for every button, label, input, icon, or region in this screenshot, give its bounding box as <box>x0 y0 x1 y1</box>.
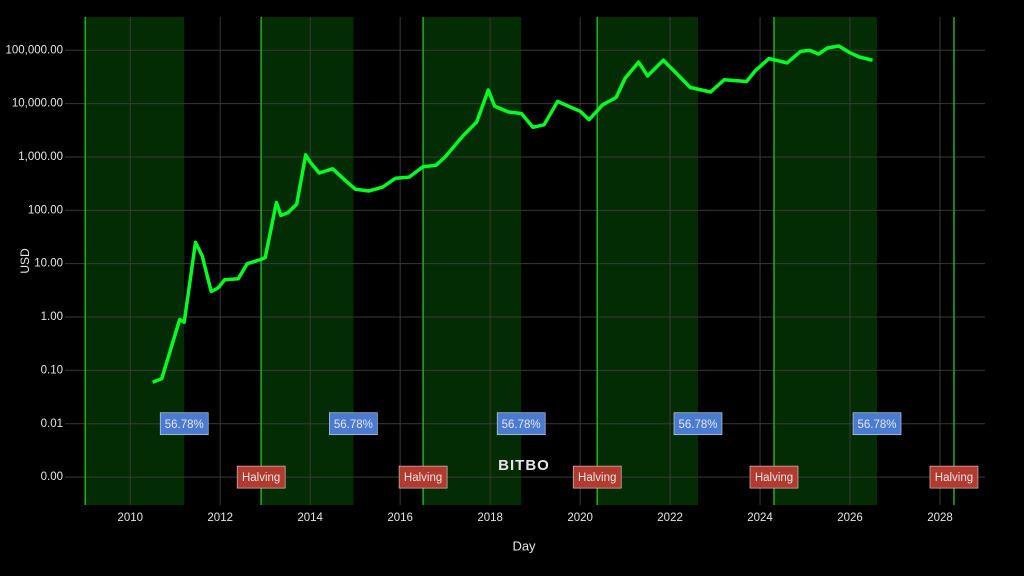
y-tick-label: 0.01 <box>41 418 63 430</box>
annotation-label: Halving <box>935 472 973 484</box>
annotation-label: 56.78% <box>502 419 541 431</box>
y-tick-label: 1,000.00 <box>18 151 63 163</box>
y-tick-label: 10,000.00 <box>12 98 63 110</box>
annotation-box <box>159 412 209 436</box>
x-tick-label: 2016 <box>387 512 413 524</box>
watermark: BITBO <box>498 457 550 474</box>
x-tick-label: 2014 <box>297 512 323 524</box>
y-tick-label: 10.00 <box>34 258 63 270</box>
y-tick-label: 100,000.00 <box>5 44 63 56</box>
annotation-box <box>929 465 979 489</box>
x-tick-label: 2026 <box>837 512 863 524</box>
annotation-label: Halving <box>755 472 793 484</box>
x-tick-label: 2020 <box>567 512 593 524</box>
annotation-box <box>496 412 546 436</box>
y-tick-label: 100.00 <box>28 204 63 216</box>
annotation-label: Halving <box>578 472 616 484</box>
y-tick-label: 0.00 <box>41 471 63 483</box>
annotation-box <box>673 412 723 436</box>
y-axis-title: USD <box>18 248 32 274</box>
annotation-box <box>572 465 622 489</box>
annotation-layer: 56.78% 56.78% 56.78% 56.78% 56.78% Halving Hal… <box>159 412 979 489</box>
annotation-label: Halving <box>404 472 442 484</box>
x-tick-label: 2022 <box>657 512 683 524</box>
y-tick-label: 0.10 <box>41 364 63 376</box>
x-axis-title: Day <box>512 538 536 553</box>
x-tick-label: 2028 <box>927 512 953 524</box>
annotation-label: 56.78% <box>334 419 373 431</box>
annotation-box <box>749 465 799 489</box>
x-tick-label: 2012 <box>207 512 233 524</box>
plot-layer <box>152 44 873 384</box>
annotation-label: 56.78% <box>858 419 897 431</box>
y-tick-label: 1.00 <box>41 311 63 323</box>
annotation-label: 56.78% <box>165 419 204 431</box>
annotation-box <box>329 412 378 436</box>
annotation-box <box>852 412 902 436</box>
annotation-box <box>398 465 448 489</box>
x-tick-label: 2018 <box>477 512 503 524</box>
x-tick-label: 2024 <box>747 512 773 524</box>
price-line <box>152 44 873 384</box>
annotation-label: 56.78% <box>678 419 717 431</box>
annotation-label: Halving <box>242 472 280 484</box>
x-tick-label: 2010 <box>117 512 143 524</box>
annotation-box <box>236 465 286 489</box>
